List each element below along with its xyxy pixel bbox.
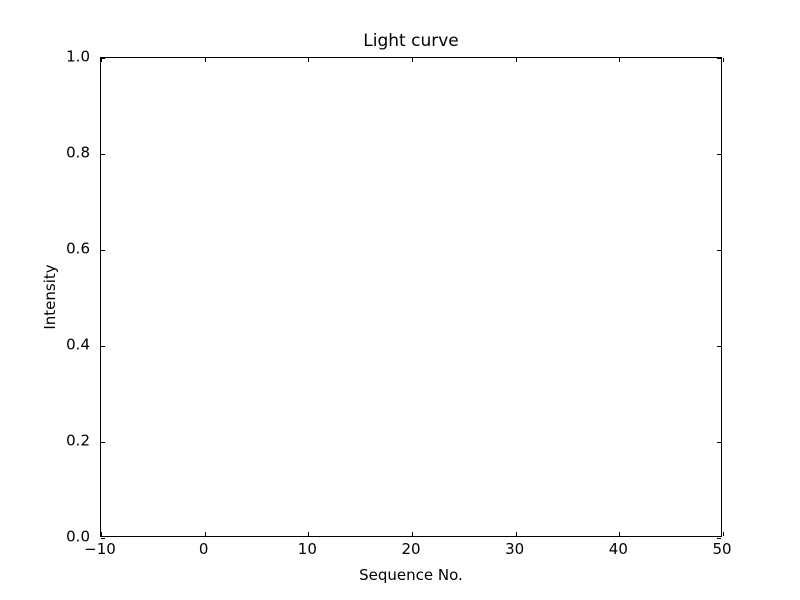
y-tick-mark-right	[717, 442, 721, 443]
x-tick-mark-top	[515, 58, 517, 62]
x-tick-mark-top	[308, 58, 310, 62]
plot-area	[101, 58, 721, 536]
x-tick-mark-top	[204, 58, 206, 62]
y-axis-label: Intensity	[41, 264, 59, 330]
y-tick-mark-right	[717, 538, 721, 539]
x-tick-mark	[515, 532, 517, 536]
y-tick-label: 0.2	[66, 431, 90, 450]
x-tick-mark-top	[723, 58, 724, 62]
x-tick-mark	[619, 532, 621, 536]
y-tick-mark	[101, 346, 105, 347]
y-tick-mark	[101, 58, 105, 59]
x-tick-label: 40	[608, 540, 628, 558]
x-tick-label: −10	[84, 540, 116, 558]
chart-title: Light curve	[363, 31, 459, 51]
x-tick-mark	[412, 532, 413, 536]
y-tick-mark-right	[717, 58, 721, 59]
axes-frame	[100, 57, 724, 539]
y-tick-mark	[101, 250, 105, 251]
x-tick-mark-top	[619, 58, 621, 62]
y-tick-label: 0.8	[66, 143, 90, 162]
x-tick-mark	[101, 532, 102, 536]
x-axis-label: Sequence No.	[359, 566, 463, 584]
y-tick-mark	[101, 154, 105, 155]
x-tick-label: 30	[505, 540, 525, 558]
x-tick-mark-top	[412, 58, 413, 62]
x-tick-mark-top	[101, 58, 102, 62]
x-tick-label: 20	[401, 540, 421, 558]
x-tick-label: 10	[297, 540, 317, 558]
y-tick-mark-right	[717, 250, 721, 251]
y-tick-mark	[101, 538, 105, 539]
y-tick-mark-right	[717, 346, 721, 347]
x-tick-mark	[204, 532, 206, 536]
x-tick-label: 0	[198, 540, 209, 558]
y-tick-mark-right	[717, 154, 721, 155]
x-tick-mark	[723, 532, 724, 536]
y-tick-label: 0.4	[66, 335, 90, 354]
x-tick-mark	[308, 532, 310, 536]
y-tick-label: 1.0	[66, 47, 90, 66]
y-tick-label: 0.0	[66, 527, 90, 546]
y-tick-mark	[101, 442, 105, 443]
x-tick-label: 50	[712, 540, 732, 558]
y-tick-label: 0.6	[66, 239, 90, 258]
